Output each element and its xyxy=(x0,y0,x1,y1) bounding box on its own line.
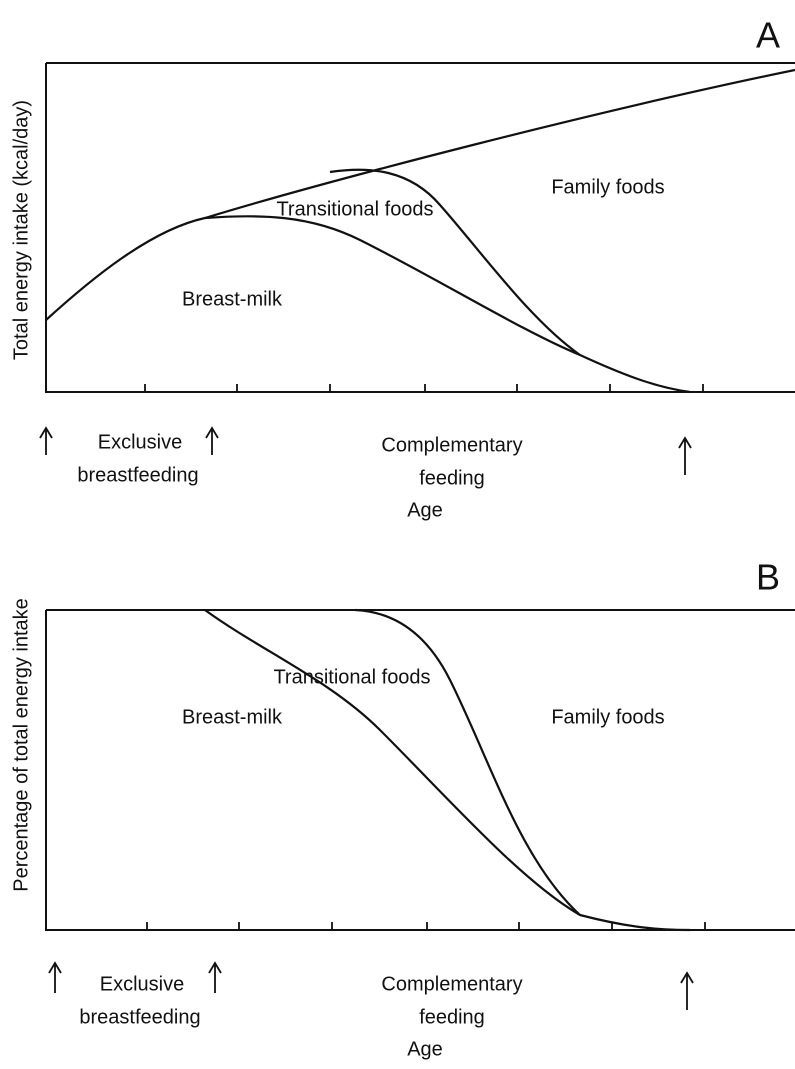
y-label: Total energy intake (kcal/day) xyxy=(10,100,32,360)
panel-letter: B xyxy=(756,557,780,598)
region-label: Family foods xyxy=(551,706,664,728)
phase-label: Exclusive xyxy=(98,431,182,453)
phase-label: Complementary xyxy=(381,434,522,456)
region-label: Transitional foods xyxy=(276,198,433,220)
phase-label: breastfeeding xyxy=(77,464,198,486)
panel-a: A Total energy intake (kcal/day) Breast-… xyxy=(10,15,795,521)
panel-letter: A xyxy=(756,15,780,56)
phase-label: feeding xyxy=(419,1006,485,1028)
breast-milk-curve xyxy=(204,215,691,394)
y-label: Percentage of total energy intake xyxy=(10,598,32,892)
x-label: Age xyxy=(407,499,443,521)
phase-label: breastfeeding xyxy=(79,1006,200,1028)
ticks xyxy=(146,922,706,930)
region-label: Breast-milk xyxy=(182,288,283,310)
arrows xyxy=(48,961,694,1010)
region-label: Breast-milk xyxy=(182,706,283,728)
transitional-curve xyxy=(354,608,581,916)
ticks xyxy=(144,384,704,392)
transitional-curve xyxy=(329,168,581,356)
axes xyxy=(45,609,795,931)
panel-b: B Percentage of total energy intake Brea… xyxy=(10,557,795,1060)
region-label: Family foods xyxy=(551,176,664,198)
phase-label: feeding xyxy=(419,467,485,489)
phase-label: Complementary xyxy=(381,973,522,995)
region-label: Transitional foods xyxy=(273,666,430,688)
phase-label: Exclusive xyxy=(100,973,184,995)
arrows xyxy=(39,426,692,475)
axes xyxy=(45,62,795,393)
total-curve xyxy=(45,68,795,321)
breast-milk-curve xyxy=(204,609,691,932)
x-label: Age xyxy=(407,1038,443,1060)
